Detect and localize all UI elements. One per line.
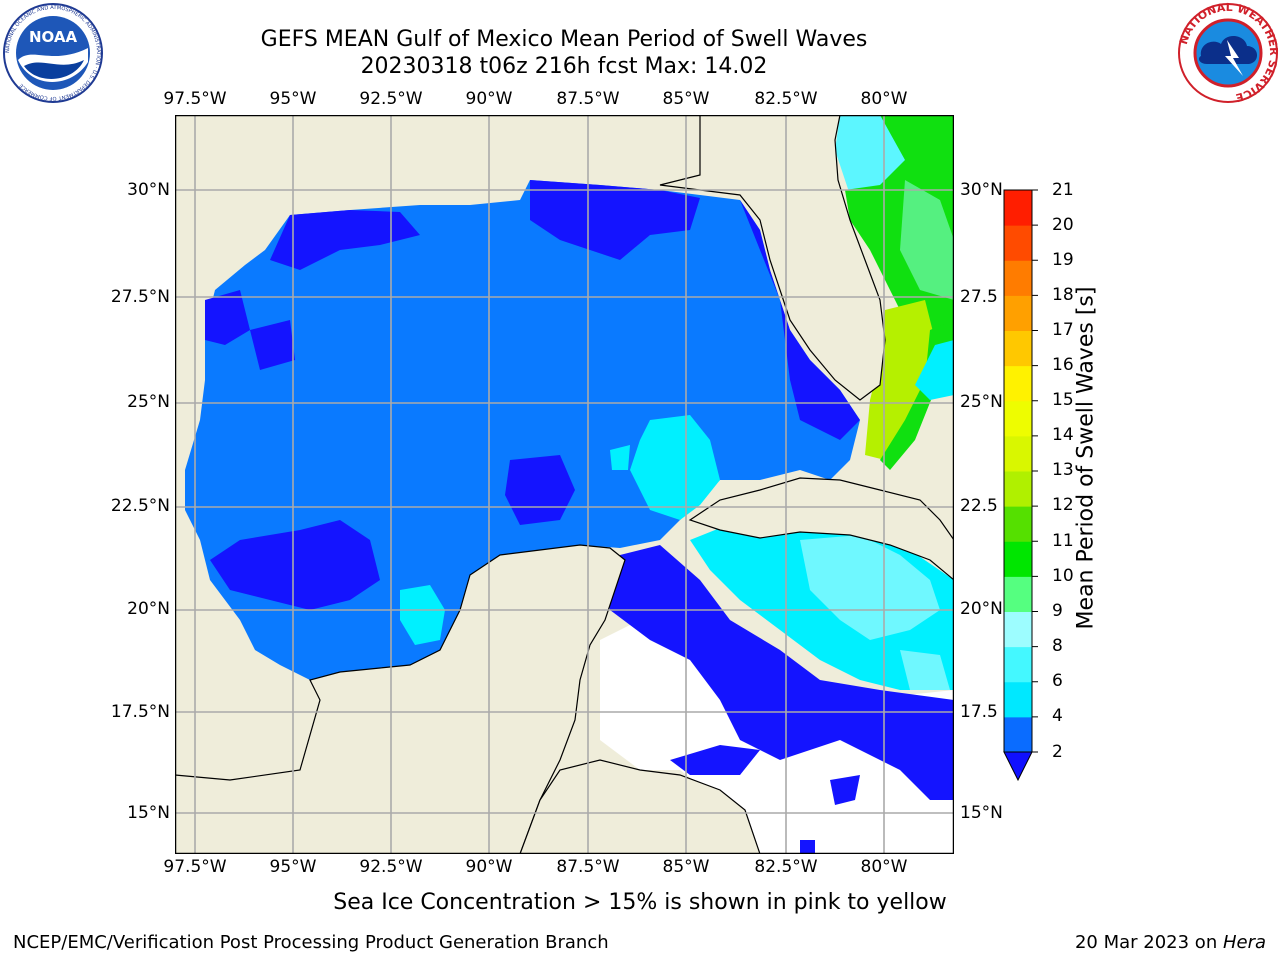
lon-label-top-92-5: 92.5°W (359, 89, 423, 109)
colorbar-segment (1004, 681, 1032, 718)
lon-label-top-80: 80°W (860, 89, 908, 109)
colorbar-extend-triangle (1003, 751, 1033, 782)
colorbar-label: Mean Period of Swell Waves [s] (1073, 286, 1099, 630)
colorbar-tick-20: 20 (1052, 215, 1074, 235)
nws-logo: NATIONAL WEATHER SERVICE (1177, 1, 1280, 104)
lon-label-bottom-80: 80°W (860, 857, 908, 877)
lon-label-bottom-97-5: 97.5°W (163, 857, 227, 877)
colorbar-tick-18: 18 (1052, 285, 1074, 305)
colorbar-segment (1004, 611, 1032, 648)
lat-label-right-15: 15°N (960, 803, 1003, 823)
colorbar-segment (1004, 260, 1032, 296)
lat-label-right-27-5: 27.5 (960, 287, 998, 307)
lon-label-bottom-85: 85°W (662, 857, 710, 877)
colorbar-tick-9: 9 (1052, 601, 1063, 621)
noaa-logo-text: NOAA (29, 28, 78, 46)
colorbar-tick-14: 14 (1052, 425, 1074, 445)
lon-label-top-82-5: 82.5°W (754, 89, 818, 109)
noaa-logo: NOAA NATIONAL OCEANIC AND ATMOSPHERIC AD… (2, 2, 104, 104)
lat-label-left-17-5: 17.5°N (110, 702, 170, 722)
lat-label-left-15: 15°N (127, 803, 170, 823)
light-cyan-swell-patches (800, 535, 950, 690)
footer-date: 20 Mar 2023 on Hera (1075, 932, 1266, 953)
colorbar-segment (1004, 716, 1032, 753)
graticule (175, 115, 954, 854)
colorbar-tick-6: 6 (1052, 671, 1063, 691)
colorbar-segment (1004, 576, 1032, 612)
florida-land (659, 115, 886, 401)
colorbar-tick-4: 4 (1052, 706, 1063, 726)
colorbar-tick-11: 11 (1052, 531, 1074, 551)
lon-label-top-90: 90°W (465, 89, 513, 109)
colorbar-tick-13: 13 (1052, 460, 1074, 480)
lon-label-bottom-87-5: 87.5°W (556, 857, 620, 877)
colorbar-tick-17: 17 (1052, 320, 1074, 340)
map-frame (175, 115, 954, 854)
colorbar-segment (1004, 435, 1032, 472)
lat-label-right-17-5: 17.5 (960, 702, 998, 722)
lon-label-top-87-5: 87.5°W (556, 89, 620, 109)
lat-label-right-25: 25°N (960, 392, 1003, 412)
lat-label-left-25: 25°N (127, 392, 170, 412)
lat-label-left-30: 30°N (127, 180, 170, 200)
lon-label-bottom-90: 90°W (465, 857, 513, 877)
colorbar-tick-21: 21 (1052, 180, 1074, 200)
lat-label-left-20: 20°N (127, 599, 170, 619)
colorbar-segment (1004, 506, 1032, 542)
lat-label-right-22-5: 22.5 (960, 496, 998, 516)
colorbar-segment (1004, 330, 1032, 367)
colorbar-segment (1004, 471, 1032, 507)
lat-label-left-22-5: 22.5°N (110, 496, 170, 516)
lon-label-top-85: 85°W (662, 89, 710, 109)
footer-host: Hera (1222, 932, 1266, 953)
colorbar-segment (1004, 400, 1032, 437)
colorbar-tick-12: 12 (1052, 495, 1074, 515)
lon-label-top-97-5: 97.5°W (163, 89, 227, 109)
colorbar-segment (1004, 646, 1032, 683)
lat-label-left-27-5: 27.5°N (110, 287, 170, 307)
map-title: GEFS MEAN Gulf of Mexico Mean Period of … (260, 27, 868, 52)
lon-label-bottom-92-5: 92.5°W (359, 857, 423, 877)
footer-credit: NCEP/EMC/Verification Post Processing Pr… (13, 932, 609, 953)
colorbar-tick-19: 19 (1052, 250, 1074, 270)
map-subtitle: 20230318 t06z 216h fcst Max: 14.02 (360, 54, 768, 79)
colorbar-tick-16: 16 (1052, 355, 1074, 375)
colorbar-tick-2: 2 (1052, 742, 1063, 762)
lon-label-bottom-95: 95°W (269, 857, 317, 877)
colorbar (1003, 189, 1038, 782)
colorbar-segment (1004, 295, 1032, 331)
footer-date-text: 20 Mar 2023 on (1074, 932, 1223, 953)
colorbar-segment (1004, 365, 1032, 402)
atlantic-light-green (900, 180, 954, 300)
colorbar-segment (1004, 541, 1032, 577)
colorbar-tick-8: 8 (1052, 636, 1063, 656)
dark-blue-swell-patches (205, 180, 954, 854)
lat-label-right-20: 20°N (960, 599, 1003, 619)
lon-label-top-95: 95°W (269, 89, 317, 109)
colorbar-tick-15: 15 (1052, 390, 1074, 410)
colorbar-tick-10: 10 (1052, 566, 1074, 586)
lon-label-bottom-82-5: 82.5°W (754, 857, 818, 877)
colorbar-segment (1004, 190, 1032, 226)
lat-label-right-30: 30°N (960, 180, 1003, 200)
colorbar-segment (1004, 225, 1032, 261)
swell-period-map (175, 115, 954, 854)
bahamas-cyan (915, 340, 954, 400)
central-america-land (519, 759, 761, 854)
sea-ice-note: Sea Ice Concentration > 15% is shown in … (333, 890, 947, 915)
